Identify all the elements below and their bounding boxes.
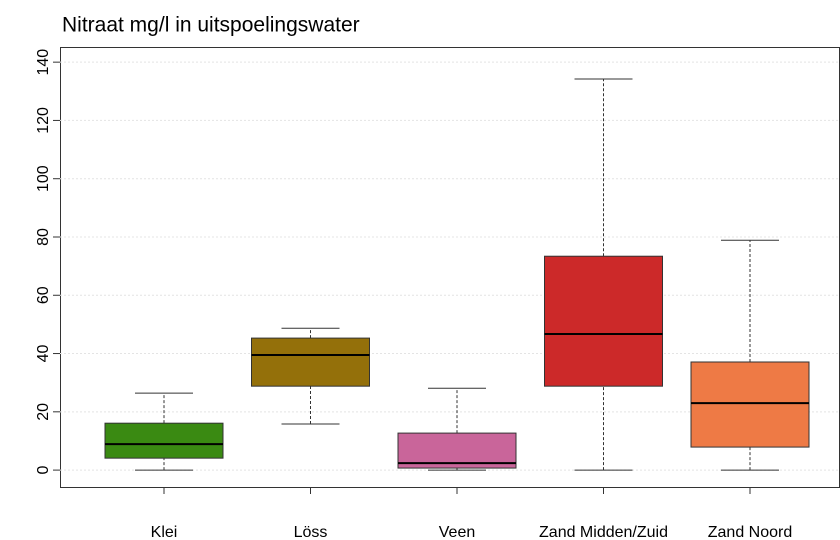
box: [544, 255, 663, 387]
y-tick-label: 40: [35, 345, 52, 363]
x-tick-label: Klei: [151, 524, 178, 540]
y-tick-label: 60: [35, 286, 52, 304]
y-tick-label: 0: [35, 466, 52, 475]
box: [690, 361, 810, 448]
x-tick-label: Löss: [294, 524, 328, 540]
y-tick-label: 80: [35, 228, 52, 246]
y-tick-label: 100: [35, 165, 52, 192]
box: [104, 422, 224, 459]
chart-title: Nitraat mg/l in uitspoelingswater: [62, 14, 360, 37]
y-tick-label: 140: [35, 49, 52, 76]
y-tick-label: 20: [35, 403, 52, 421]
x-tick-label: Veen: [439, 524, 475, 540]
x-tick-label: Zand Midden/Zuid: [539, 524, 668, 540]
x-tick-label: Zand Noord: [708, 524, 793, 540]
y-tick-label: 120: [35, 107, 52, 134]
box: [251, 337, 370, 387]
